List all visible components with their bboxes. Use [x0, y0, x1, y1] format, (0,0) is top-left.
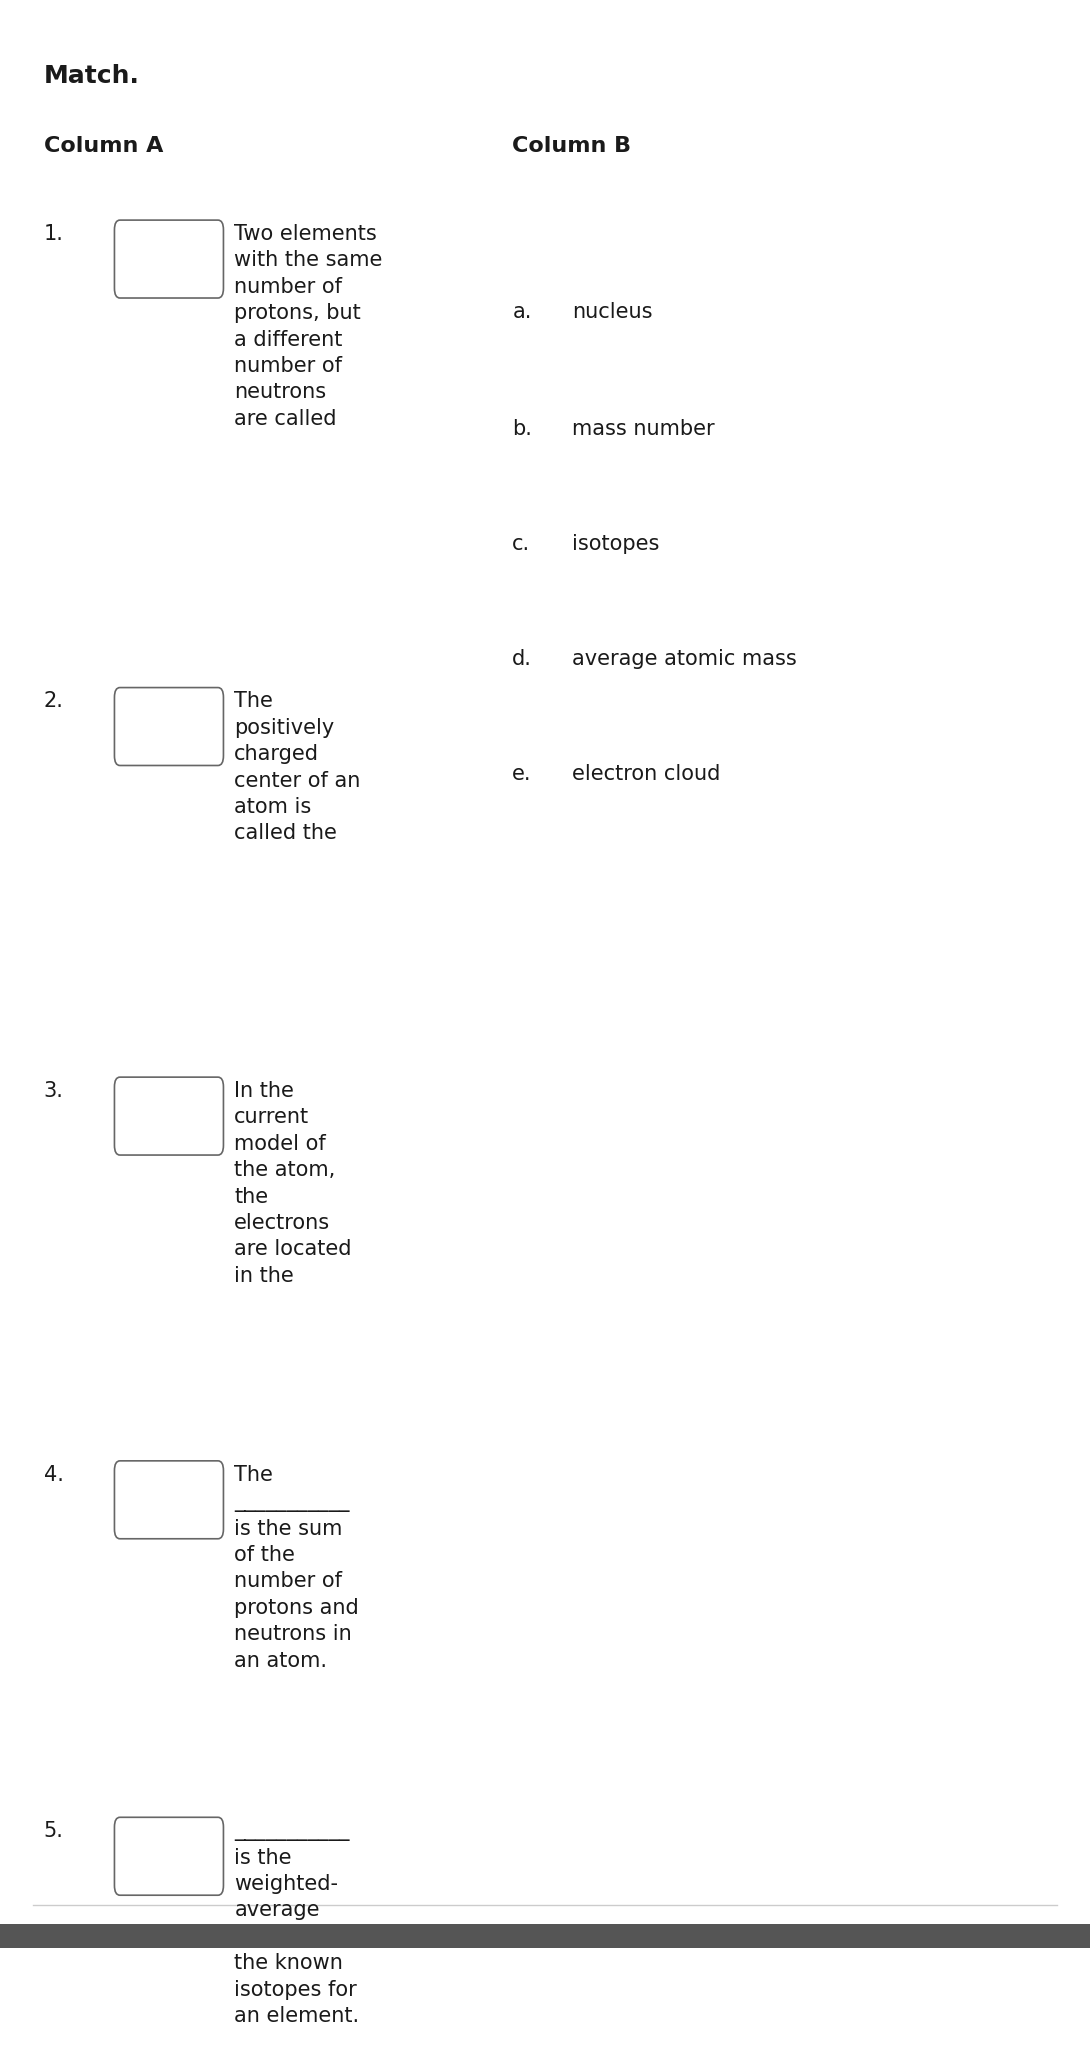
Text: 2.: 2.	[44, 691, 63, 711]
FancyBboxPatch shape	[114, 1076, 223, 1154]
Text: electron cloud: electron cloud	[572, 763, 720, 783]
Text: average atomic mass: average atomic mass	[572, 648, 797, 668]
Text: Match.: Match.	[44, 64, 140, 88]
Text: 4.: 4.	[44, 1466, 63, 1484]
Text: isotopes: isotopes	[572, 533, 659, 554]
Text: mass number: mass number	[572, 418, 715, 439]
Text: e.: e.	[512, 763, 532, 783]
FancyBboxPatch shape	[114, 1462, 223, 1540]
FancyBboxPatch shape	[114, 687, 223, 765]
Text: The
___________
is the sum
of the
number of
protons and
neutrons in
an atom.: The ___________ is the sum of the number…	[234, 1466, 359, 1671]
Text: 5.: 5.	[44, 1820, 63, 1841]
Text: The
positively
charged
center of an
atom is
called the: The positively charged center of an atom…	[234, 691, 361, 843]
FancyBboxPatch shape	[0, 1925, 1090, 1947]
Text: a.: a.	[512, 301, 532, 322]
Text: nucleus: nucleus	[572, 301, 653, 322]
FancyBboxPatch shape	[114, 1816, 223, 1894]
Text: b.: b.	[512, 418, 532, 439]
Text: Two elements
with the same
number of
protons, but
a different
number of
neutrons: Two elements with the same number of pro…	[234, 223, 383, 428]
Text: c.: c.	[512, 533, 531, 554]
Text: 1.: 1.	[44, 223, 63, 244]
Text: 3.: 3.	[44, 1080, 63, 1101]
Text: ___________
is the
weighted-
average
mass of all
the known
isotopes for
an eleme: ___________ is the weighted- average mas…	[234, 1820, 360, 2025]
Text: Column A: Column A	[44, 137, 164, 156]
Text: Column B: Column B	[512, 137, 631, 156]
Text: d.: d.	[512, 648, 532, 668]
Text: In the
current
model of
the atom,
the
electrons
are located
in the: In the current model of the atom, the el…	[234, 1080, 352, 1285]
FancyBboxPatch shape	[114, 219, 223, 297]
